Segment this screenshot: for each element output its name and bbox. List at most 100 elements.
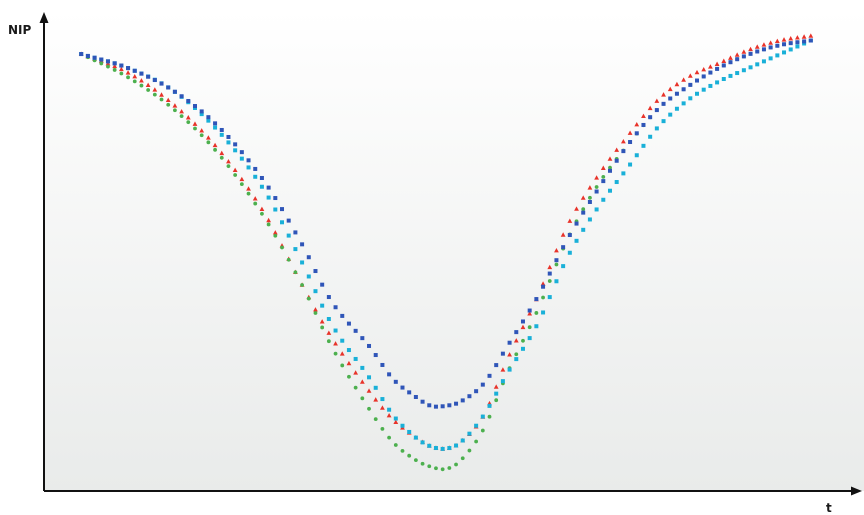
data-point-green <box>112 68 117 72</box>
data-point-red <box>152 87 158 92</box>
data-point-cyan <box>353 356 358 361</box>
data-point-blue <box>782 42 787 47</box>
data-point-red <box>661 92 666 97</box>
data-point-cyan <box>748 65 753 70</box>
data-point-blue <box>253 166 258 171</box>
data-point-red <box>801 34 807 39</box>
data-point-green <box>300 283 304 287</box>
data-point-blue <box>433 404 438 409</box>
data-point-blue <box>326 295 331 300</box>
data-point-blue <box>607 168 612 173</box>
data-point-red <box>667 86 673 92</box>
data-point-blue <box>661 101 666 106</box>
data-point-blue <box>708 70 713 75</box>
data-point-red <box>493 384 499 389</box>
data-point-cyan <box>735 71 740 76</box>
data-point-blue <box>152 78 157 83</box>
data-point-blue <box>668 96 673 101</box>
data-point-blue <box>132 68 137 73</box>
data-point-red <box>768 40 774 45</box>
data-point-blue <box>407 390 412 395</box>
data-point-blue <box>186 98 191 103</box>
data-point-blue <box>494 363 499 368</box>
data-point-red <box>118 66 124 72</box>
data-point-cyan <box>246 165 251 170</box>
data-point-red <box>139 78 144 83</box>
data-point-cyan <box>427 443 432 448</box>
data-point-green <box>233 173 238 177</box>
data-point-green <box>293 270 298 275</box>
data-point-red <box>266 217 272 223</box>
data-point-green <box>581 207 586 212</box>
data-point-cyan <box>561 264 566 269</box>
data-point-red <box>654 98 660 103</box>
data-point-cyan <box>433 446 438 451</box>
data-point-blue <box>440 404 445 409</box>
data-point-cyan <box>587 217 592 222</box>
data-point-blue <box>340 313 345 318</box>
data-point-green <box>273 233 278 238</box>
data-point-green <box>206 140 211 145</box>
data-point-blue <box>454 401 459 406</box>
data-point-green <box>306 296 311 301</box>
data-point-blue <box>226 134 231 139</box>
data-point-red <box>145 82 151 87</box>
data-point-blue <box>79 52 84 57</box>
data-point-blue <box>741 54 746 59</box>
data-point-red <box>179 108 185 114</box>
data-point-red <box>788 36 794 41</box>
data-point-red <box>212 142 218 148</box>
data-point-cyan <box>494 391 499 396</box>
data-point-red <box>634 121 640 127</box>
data-point-red <box>272 230 278 235</box>
data-point-green <box>246 191 251 196</box>
data-point-blue <box>547 271 552 276</box>
data-point-blue <box>514 330 519 335</box>
data-point-blue <box>527 308 532 313</box>
data-point-green <box>199 133 204 138</box>
data-point-red <box>781 37 787 42</box>
data-point-blue <box>601 179 606 184</box>
data-point-cyan <box>681 101 686 106</box>
data-point-cyan <box>239 156 244 161</box>
data-point-green <box>480 428 485 433</box>
data-point-cyan <box>346 348 351 353</box>
data-point-blue <box>587 199 592 204</box>
data-point-blue <box>681 87 686 92</box>
data-point-green <box>340 363 345 368</box>
data-point-green <box>601 174 606 179</box>
data-point-cyan <box>400 423 405 428</box>
data-point-cyan <box>661 119 666 124</box>
data-point-red <box>172 103 178 108</box>
data-point-cyan <box>199 112 204 117</box>
data-point-blue <box>233 142 238 147</box>
data-point-cyan <box>761 59 766 64</box>
data-point-red <box>774 38 780 44</box>
data-point-blue <box>360 336 365 341</box>
plot-background <box>44 10 864 491</box>
data-point-blue <box>715 66 720 71</box>
data-point-cyan <box>581 227 586 232</box>
data-point-green <box>427 464 432 469</box>
data-point-green <box>454 462 458 467</box>
data-point-cyan <box>487 403 492 408</box>
data-point-cyan <box>728 73 733 78</box>
data-point-cyan <box>313 289 318 294</box>
data-point-blue <box>286 218 291 223</box>
data-point-red <box>380 405 385 410</box>
data-point-cyan <box>253 174 258 179</box>
data-point-red <box>714 61 720 66</box>
data-point-green <box>193 126 197 131</box>
data-point-cyan <box>420 440 425 445</box>
data-point-cyan <box>326 317 331 322</box>
data-point-blue <box>768 45 773 50</box>
data-point-green <box>407 453 412 458</box>
data-point-cyan <box>721 77 726 82</box>
data-point-blue <box>802 39 807 44</box>
data-point-blue <box>413 394 418 399</box>
data-point-cyan <box>286 233 291 238</box>
data-point-red <box>527 311 533 316</box>
data-point-cyan <box>333 328 338 333</box>
